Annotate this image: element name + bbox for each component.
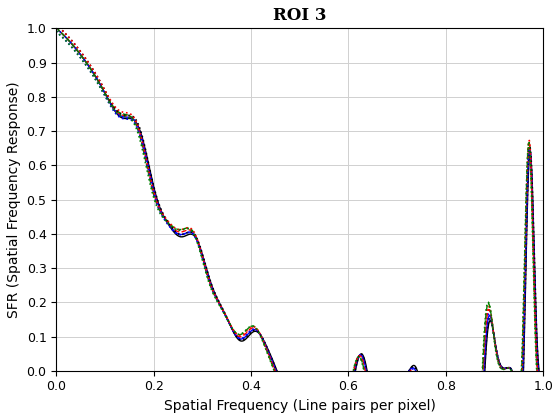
X-axis label: Spatial Frequency (Line pairs per pixel): Spatial Frequency (Line pairs per pixel) — [164, 399, 436, 413]
Title: ROI 3: ROI 3 — [273, 7, 326, 24]
Y-axis label: SFR (Spatial Frequency Response): SFR (Spatial Frequency Response) — [7, 81, 21, 318]
